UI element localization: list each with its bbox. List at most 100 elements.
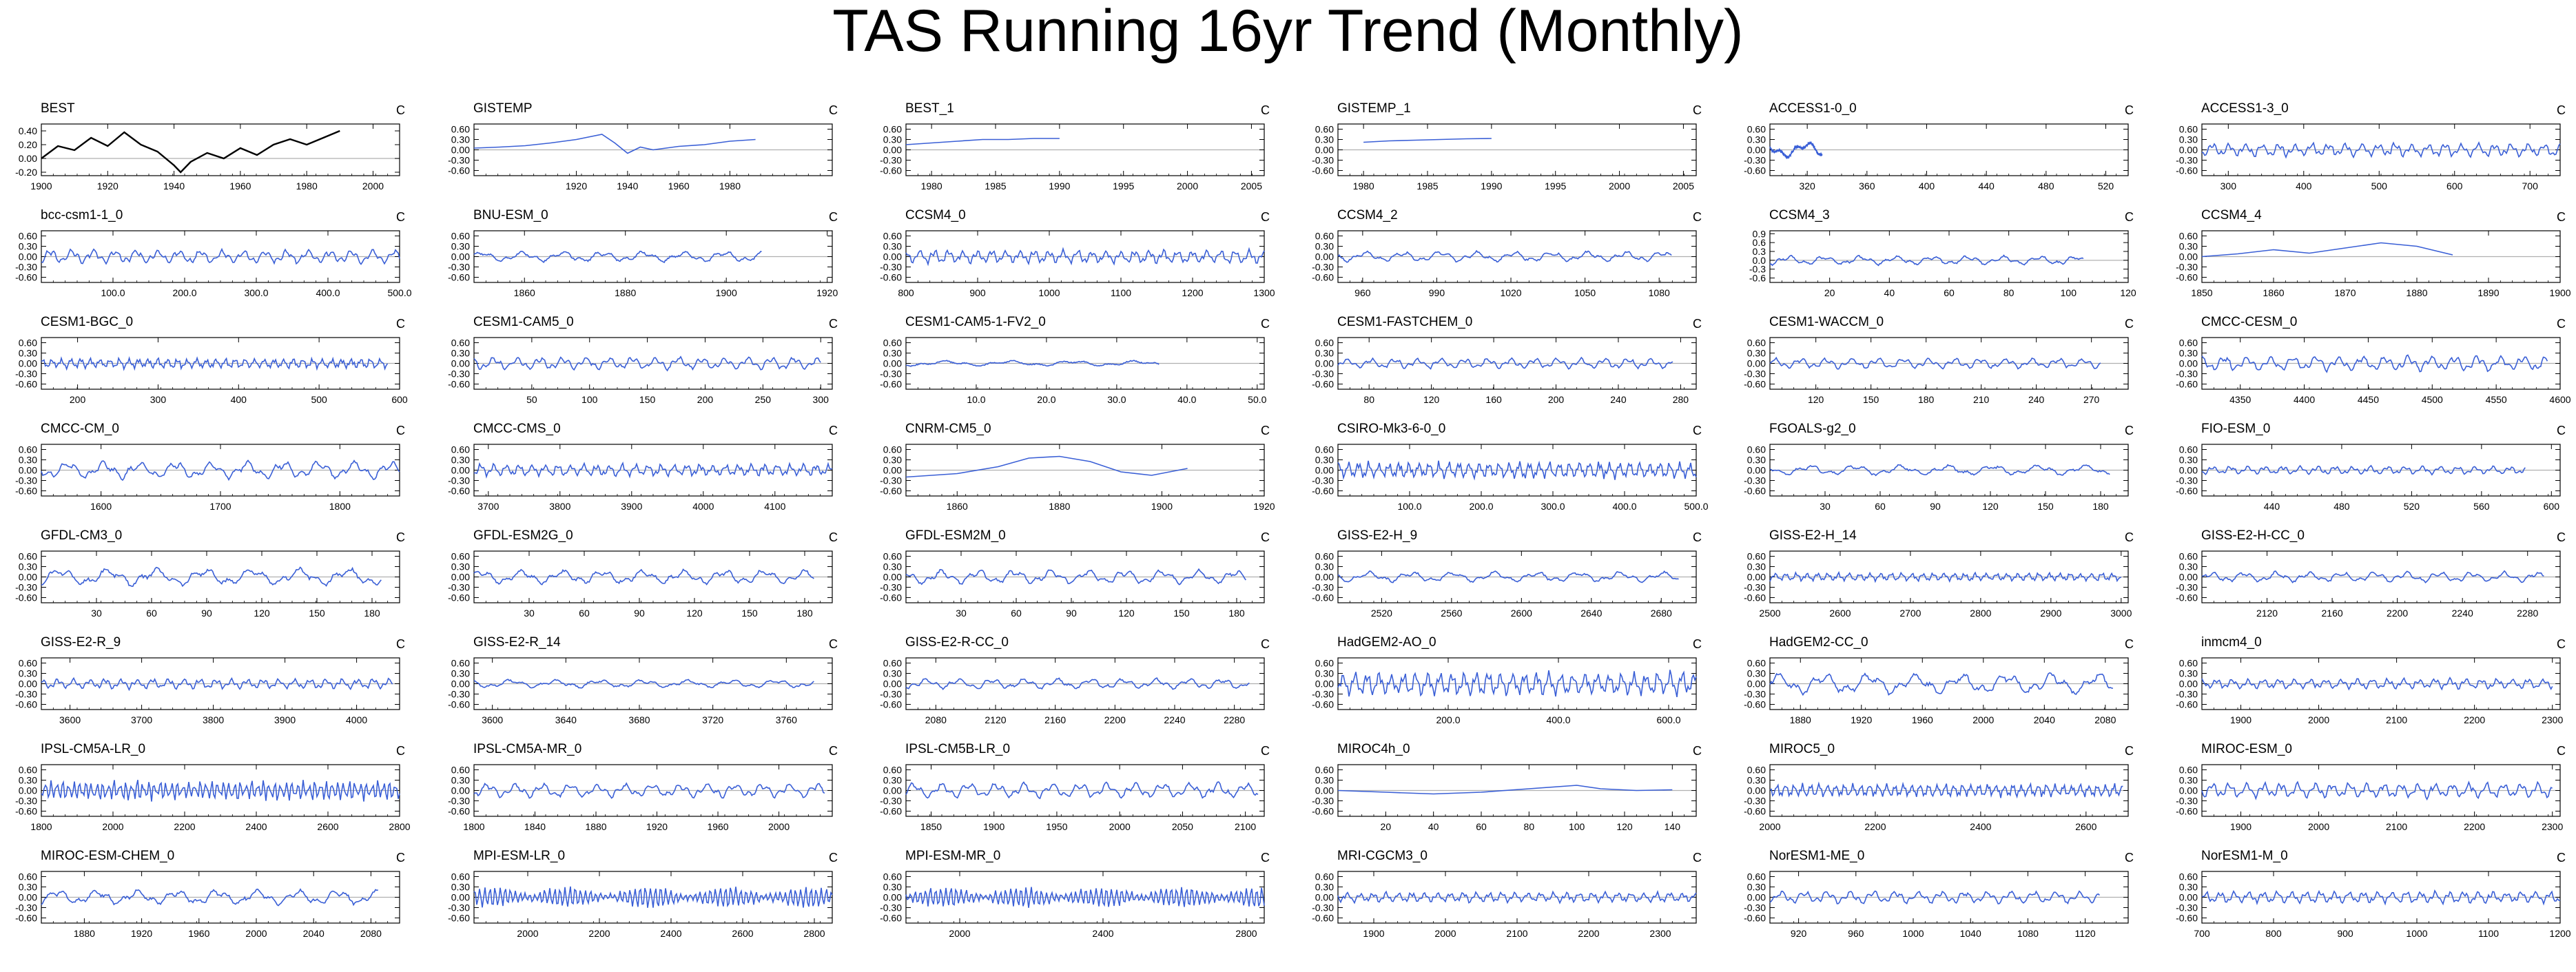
y-tick-label: 0.30 xyxy=(1315,668,1334,679)
y-tick-label: 0.00 xyxy=(19,892,37,903)
y-tick-label: 0.00 xyxy=(451,145,470,156)
y-tick-label: 0.20 xyxy=(19,139,37,150)
x-tick-label: 2000 xyxy=(1434,928,1456,939)
panel-plot: 0.600.300.00-0.30-0.60 30 60 90 120 150 180 xyxy=(15,550,400,619)
x-tick-label: 2600 xyxy=(1511,608,1532,619)
panel-unit: C xyxy=(829,424,838,437)
x-tick-label: 180 xyxy=(364,608,380,619)
panel-unit: C xyxy=(1693,851,1702,865)
y-tick-label: 0.00 xyxy=(883,785,902,796)
x-tick-label: 40.0 xyxy=(1177,394,1196,405)
y-tick-label: 0.00 xyxy=(1747,679,1766,690)
chart-panel: CCSM4_0 C 0.60 0.30 0.00 -0.30 -0.60 800 900 1000… xyxy=(880,209,1275,312)
x-tick-label: 1960 xyxy=(668,180,690,192)
x-tick-label: 1880 xyxy=(1790,714,1811,725)
y-tick-label: 0.30 xyxy=(2179,668,2198,679)
y-tick-label: -0.3 xyxy=(1749,264,1766,275)
panel-plot: 0.600.300.00-0.30-0.60 960 990 1020 1050 1080 xyxy=(1312,230,1697,298)
x-tick-label: 120 xyxy=(686,608,703,619)
y-tick-label: -0.30 xyxy=(1744,796,1766,807)
panel-plot: 0.600.300.00-0.30-0.60 1800 1840 1880 1920 19… xyxy=(448,764,833,832)
series-line xyxy=(1337,785,1673,795)
x-tick-label: 1900 xyxy=(716,287,737,298)
x-tick-label: 1040 xyxy=(1960,928,1981,939)
y-tick-label: 0.00 xyxy=(19,785,37,796)
x-tick-label: 1900 xyxy=(2230,714,2252,725)
y-tick-label: 0.00 xyxy=(1315,892,1334,903)
panel-unit: C xyxy=(2557,103,2566,117)
y-tick-label: 0.30 xyxy=(451,348,470,359)
panel-unit: C xyxy=(2557,530,2566,544)
y-tick-label: 0.30 xyxy=(2179,561,2198,572)
y-tick-label: 0.00 xyxy=(883,251,902,262)
x-tick-label: 1990 xyxy=(1049,180,1070,192)
panel-unit: C xyxy=(2557,424,2566,437)
y-tick-label: -0.30 xyxy=(1744,689,1766,700)
x-tick-label: 2280 xyxy=(1224,714,1245,725)
y-tick-label: -0.30 xyxy=(448,582,470,593)
series-line xyxy=(1769,672,2114,696)
x-tick-label: 1800 xyxy=(463,821,484,832)
chart-panel: NorESM1-M_0 C 0.60 0.30 0.00 -0.30 -0.60 700 800… xyxy=(2176,849,2571,953)
x-tick-label: 160 xyxy=(1485,394,1502,405)
panel-title: inmcm4_0 xyxy=(2201,635,2262,650)
panel-plot: 0.600.300.00-0.30-0.60 2520 2560 2600 2640 26… xyxy=(1312,550,1697,619)
y-tick-label: -0.60 xyxy=(448,592,470,603)
y-tick-label: -0.60 xyxy=(2176,592,2198,603)
chart-panel: GISS-E2-R_14 C 0.60 0.30 0.00 -0.30 -0.60 3600 3… xyxy=(448,636,843,739)
series-line xyxy=(41,356,389,371)
y-tick-label: 0.30 xyxy=(883,241,902,252)
x-tick-label: 4000 xyxy=(346,714,367,725)
chart-panel: GISS-E2-H_14 C 0.60 0.30 0.00 -0.30 -0.60 2500 2… xyxy=(1744,529,2139,632)
series-line xyxy=(1769,141,1823,160)
panel-title: GFDL-CM3_0 xyxy=(41,528,123,543)
series-line xyxy=(2201,570,2544,583)
x-tick-label: 400 xyxy=(231,394,247,405)
panel-plot: 0.600.300.00-0.30-0.60 300 400 500 600 700 xyxy=(2176,123,2561,192)
x-tick-label: 2000 xyxy=(362,180,384,192)
x-tick-label: 2040 xyxy=(303,928,324,939)
series-line xyxy=(473,462,833,479)
y-tick-label: -0.60 xyxy=(448,699,470,710)
y-tick-label: 0.30 xyxy=(1315,455,1334,466)
x-tick-label: 1800 xyxy=(329,501,351,512)
y-tick-label: -0.6 xyxy=(1749,273,1766,284)
x-tick-label: 2600 xyxy=(2075,821,2096,832)
y-tick-label: -0.60 xyxy=(448,913,470,924)
x-tick-label: 20.0 xyxy=(1037,394,1055,405)
panel-unit: C xyxy=(396,637,405,651)
y-tick-label: 0.30 xyxy=(2179,241,2198,252)
x-tick-label: 2000 xyxy=(1177,180,1198,192)
x-tick-label: 1995 xyxy=(1113,180,1134,192)
y-tick-label: -0.30 xyxy=(1744,475,1766,486)
series-line xyxy=(41,676,393,692)
x-tick-label: 1880 xyxy=(2406,287,2427,298)
x-tick-label: 180 xyxy=(2092,501,2109,512)
chart-panel: CMCC-CESM_0 C 0.60 0.30 0.00 -0.30 -0.60 4350 44… xyxy=(2176,316,2571,419)
series-line xyxy=(2201,354,2548,373)
y-tick-label: -0.60 xyxy=(1312,165,1334,176)
y-tick-label: 0.30 xyxy=(883,668,902,679)
panel-unit: C xyxy=(2125,744,2134,758)
x-tick-label: 3900 xyxy=(274,714,296,725)
x-tick-label: 2300 xyxy=(2542,821,2563,832)
x-tick-label: 2300 xyxy=(2542,714,2563,725)
x-tick-label: 120 xyxy=(1808,394,1824,405)
chart-panel: GFDL-ESM2M_0 C 0.60 0.30 0.00 -0.30 -0.60 30 60 9… xyxy=(880,529,1275,632)
y-tick-label: 0.6 xyxy=(1753,237,1766,248)
y-tick-label: 0.60 xyxy=(2179,765,2198,776)
y-tick-label: -0.30 xyxy=(2176,582,2198,593)
y-tick-label: 0.30 xyxy=(451,668,470,679)
x-tick-label: 480 xyxy=(2038,180,2054,192)
y-tick-label: -0.60 xyxy=(880,379,902,390)
y-tick-label: 0.30 xyxy=(883,348,902,359)
x-tick-label: 2080 xyxy=(925,714,947,725)
panel-title: GFDL-ESM2G_0 xyxy=(473,528,573,543)
series-line xyxy=(41,888,379,907)
y-tick-label: 0.30 xyxy=(1315,561,1334,572)
series-line xyxy=(41,780,400,802)
x-tick-label: 2560 xyxy=(1441,608,1462,619)
y-tick-label: -0.60 xyxy=(1744,486,1766,497)
panel-plot: 0.600.300.00-0.30-0.60 1850 1900 1950 2000 20… xyxy=(880,764,1265,832)
y-tick-label: -0.60 xyxy=(880,486,902,497)
